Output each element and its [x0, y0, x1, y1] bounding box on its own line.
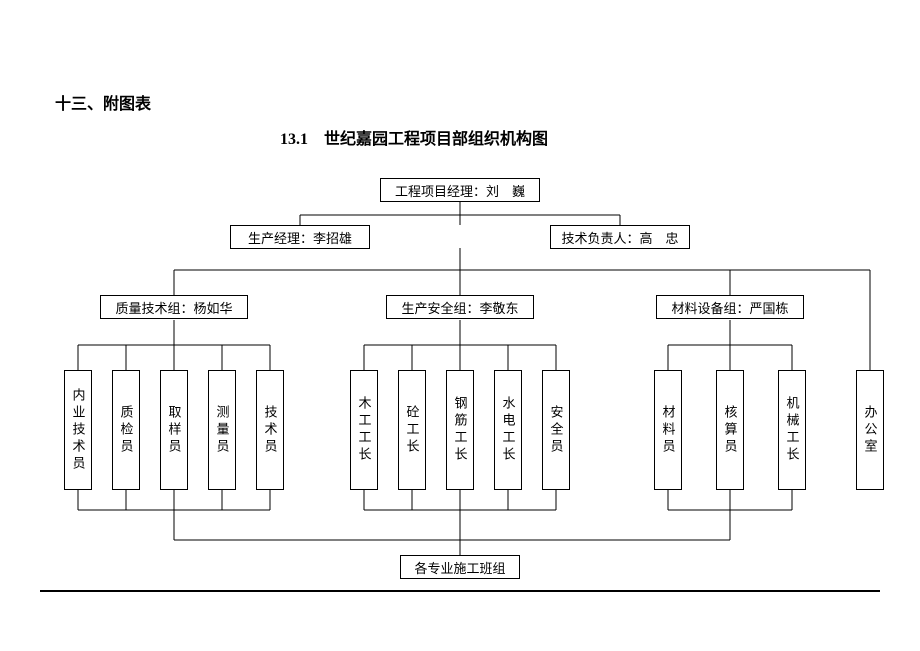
leaf-sampler: 取样员 — [160, 370, 188, 490]
node-material-group: 材料设备组：严国栋 — [656, 295, 804, 319]
leaf-material: 材料员 — [654, 370, 682, 490]
leaf-qc: 质检员 — [112, 370, 140, 490]
node-project-manager: 工程项目经理：刘 巍 — [380, 178, 540, 202]
chart-title: 13.1 世纪嘉园工程项目部组织机构图 — [280, 125, 548, 149]
leaf-carpenter: 木工工长 — [350, 370, 378, 490]
page-divider-rule — [40, 590, 880, 592]
leaf-plumbing-electric: 水电工长 — [494, 370, 522, 490]
leaf-surveyor: 测量员 — [208, 370, 236, 490]
node-production-manager: 生产经理：李招雄 — [230, 225, 370, 249]
leaf-safety: 安全员 — [542, 370, 570, 490]
leaf-concrete: 砼工长 — [398, 370, 426, 490]
node-safety-group: 生产安全组：李敬东 — [386, 295, 534, 319]
node-tech-lead: 技术负责人：高 忠 — [550, 225, 690, 249]
leaf-rebar: 钢筋工长 — [446, 370, 474, 490]
leaf-machinery: 机械工长 — [778, 370, 806, 490]
leaf-accounting: 核算员 — [716, 370, 744, 490]
section-heading: 十三、附图表 — [55, 90, 151, 114]
leaf-office: 办公室 — [856, 370, 884, 490]
leaf-technician: 技术员 — [256, 370, 284, 490]
node-quality-group: 质量技术组：杨如华 — [100, 295, 248, 319]
leaf-internal-tech: 内业技术员 — [64, 370, 92, 490]
node-construction-teams: 各专业施工班组 — [400, 555, 520, 579]
